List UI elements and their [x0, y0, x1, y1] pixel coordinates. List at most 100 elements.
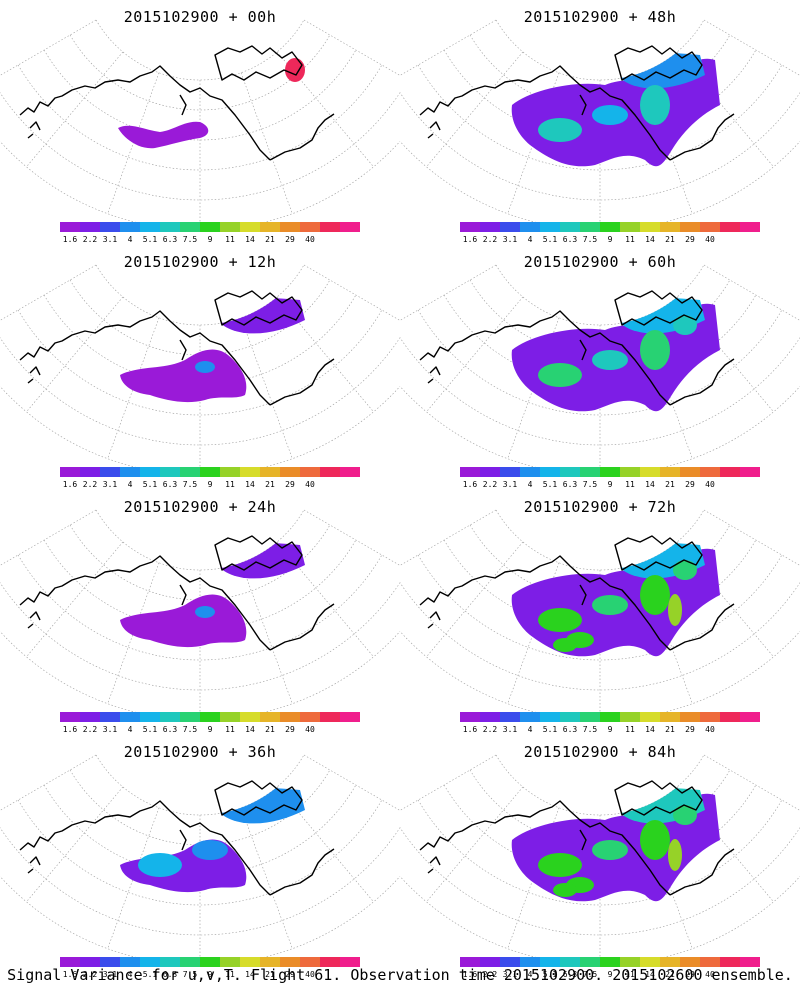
- latitude-circle: [0, 875, 400, 965]
- colorbar-label: 1.6: [62, 970, 78, 979]
- meridian-line: [0, 19, 97, 76]
- map-panel: 2015102900 + 72h 1.6 2.2 3.1 4 5.1 6.3 7.5 9 11 14…: [400, 490, 800, 735]
- meridian-line: [26, 541, 124, 658]
- colorbar-segment: [560, 222, 580, 232]
- colorbar-label: 7.5: [582, 480, 598, 489]
- colorbar-segment: [680, 712, 700, 722]
- coastline: [19, 290, 335, 406]
- colorbar-label: 40: [705, 970, 715, 979]
- colorbar-segment: [520, 467, 540, 477]
- colorbar-segment: [540, 467, 560, 477]
- coastline-inlet: [579, 339, 587, 361]
- coastline: [419, 45, 735, 161]
- colorbar-label: 11: [225, 725, 235, 734]
- latitude-circle: [69, 34, 331, 111]
- colorbar-label: 3.1: [102, 725, 118, 734]
- variance-hotspot: [538, 118, 582, 142]
- meridian-line: [0, 754, 97, 811]
- coastline-arctic-islands: [614, 45, 703, 81]
- colorbar-segment: [640, 712, 660, 722]
- colorbar-segment: [620, 957, 640, 967]
- coastline-arctic-islands: [214, 45, 303, 81]
- variance-hotspot: [285, 58, 305, 82]
- colorbar-label: 14: [645, 480, 655, 489]
- latitude-circle: [495, 264, 705, 326]
- colorbar-label: 4: [527, 235, 533, 244]
- map-panel: 2015102900 + 48h 1.6 2.2 3.1 4 5.1 6.3 7.5 9 11 14…: [400, 0, 800, 245]
- variance-field: [511, 297, 720, 412]
- latitude-circle: [0, 140, 400, 230]
- colorbar-segment: [320, 712, 340, 722]
- panel-title: 2015102900 + 00h: [123, 8, 277, 26]
- variance-hotspot: [195, 606, 215, 618]
- colorbar-segment: [640, 957, 660, 967]
- panel-title: 2015102900 + 60h: [523, 253, 677, 271]
- colorbar-label: 4: [527, 725, 533, 734]
- latitude-circle: [495, 509, 705, 571]
- colorbar-label: 5.1: [542, 480, 558, 489]
- variance-hotspot: [553, 883, 577, 897]
- colorbar-segment: [260, 222, 280, 232]
- colorbar-segment: [640, 467, 660, 477]
- colorbar-segment: [480, 712, 500, 722]
- colorbar-label: 11: [625, 725, 635, 734]
- colorbar-label: 9: [607, 235, 613, 244]
- latitude-circle: [0, 630, 400, 720]
- colorbar-label: 9: [607, 970, 613, 979]
- colorbar-segment: [260, 467, 280, 477]
- variance-hotspot: [195, 361, 215, 373]
- colorbar-segment: [460, 467, 480, 477]
- variance-region: [210, 297, 305, 334]
- colorbar-label: 9: [607, 480, 613, 489]
- graticule: [0, 509, 400, 720]
- colorbar-label: 40: [705, 725, 715, 734]
- coastline-arctic-islands: [614, 290, 703, 326]
- colorbar-labels: 1.6 2.2 3.1 4 5.1 6.3 7.5 9 11 14 21 29 40: [460, 970, 760, 980]
- colorbar-segment: [120, 957, 140, 967]
- latitude-circle: [0, 827, 400, 936]
- variance-field: [120, 542, 305, 648]
- panel-title: 2015102900 + 72h: [523, 498, 677, 516]
- meridian-line: [703, 264, 800, 321]
- meridian-line: [240, 72, 293, 214]
- colorbar-label: 7.5: [582, 725, 598, 734]
- colorbar-segment: [220, 712, 240, 722]
- variance-hotspot: [538, 608, 582, 632]
- colorbar-segment: [520, 957, 540, 967]
- polar-map: [400, 509, 800, 720]
- coastline-bc: [269, 848, 335, 896]
- coastline-inlet: [579, 94, 587, 116]
- colorbar-segment: [280, 957, 300, 967]
- colorbar-label: 6.3: [162, 480, 178, 489]
- polar-map: [0, 754, 400, 965]
- coastline-arctic-islands: [614, 780, 703, 816]
- colorbar-label: 40: [705, 235, 715, 244]
- colorbar-segment: [500, 222, 520, 232]
- colorbar-label: 5.1: [542, 235, 558, 244]
- colorbar-label: 4: [127, 480, 133, 489]
- latitude-circle: [400, 875, 800, 965]
- colorbar-segment: [580, 957, 600, 967]
- colorbar-label: 4: [127, 725, 133, 734]
- colorbar-label: 21: [265, 725, 275, 734]
- colorbar-label: 9: [607, 725, 613, 734]
- coastline: [19, 780, 335, 896]
- colorbar-label: 29: [285, 480, 295, 489]
- colorbar-label: 14: [645, 235, 655, 244]
- colorbar-segment: [200, 467, 220, 477]
- colorbar-label: 6.3: [562, 235, 578, 244]
- panel-title: 2015102900 + 48h: [523, 8, 677, 26]
- colorbar-segment: [740, 712, 760, 722]
- colorbar-label: 2.2: [482, 970, 498, 979]
- colorbar-segment: [520, 222, 540, 232]
- colorbar-segment: [540, 222, 560, 232]
- colorbar-segment: [280, 467, 300, 477]
- colorbar-label: 21: [665, 725, 675, 734]
- latitude-circle: [400, 337, 800, 446]
- coastline-alaska: [419, 310, 671, 406]
- latitude-circle: [0, 385, 400, 475]
- colorbar-label: 1.6: [62, 235, 78, 244]
- meridian-line: [303, 754, 400, 811]
- colorbar-segment: [180, 957, 200, 967]
- graticule: [0, 754, 400, 965]
